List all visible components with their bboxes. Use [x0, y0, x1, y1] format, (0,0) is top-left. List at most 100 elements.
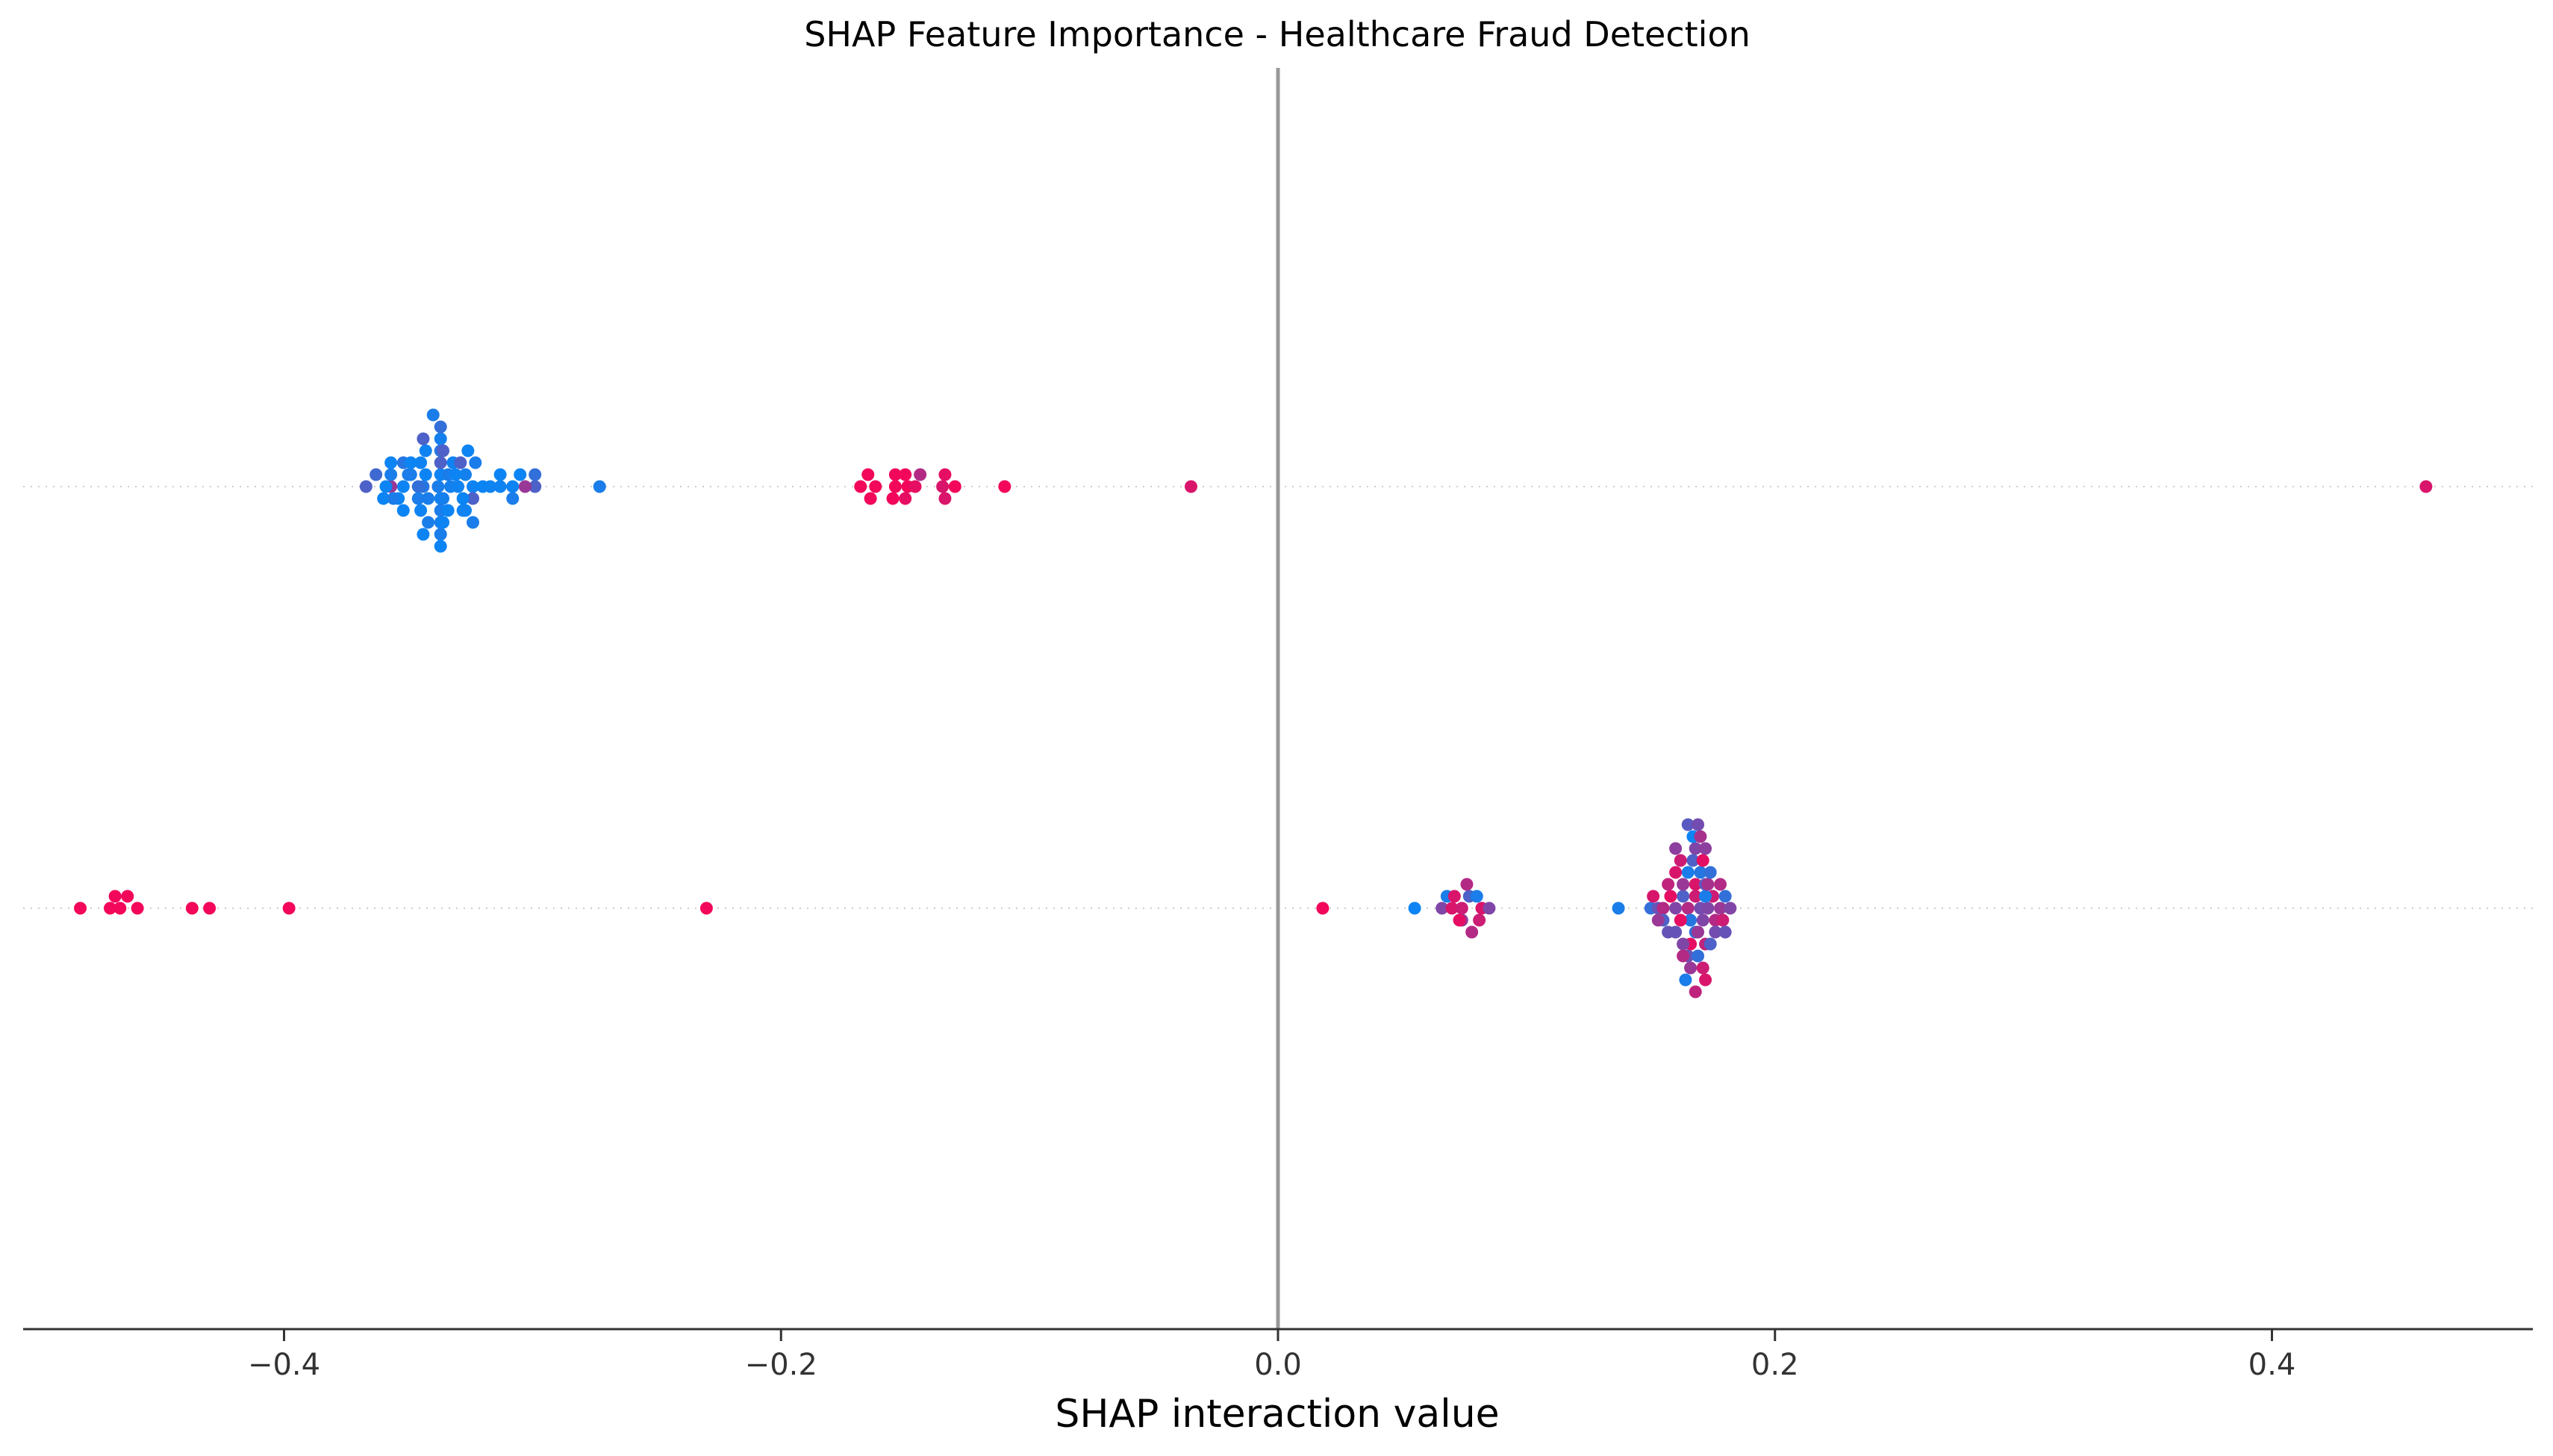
shap-point-row-1-54: [1669, 866, 1683, 879]
x-tick-label-1: −0.2: [745, 1348, 817, 1382]
shap-point-row-1-35: [1689, 890, 1702, 903]
shap-point-row-1-56: [1692, 925, 1705, 939]
shap-point-row-1-70: [1718, 925, 1732, 939]
shap-point-row-1-38: [1714, 902, 1727, 915]
shap-point-row-1-9: [699, 902, 713, 915]
x-axis-label: SHAP interaction value: [1055, 1392, 1499, 1437]
shap-point-row-0-41: [384, 468, 398, 481]
shap-point-row-1-10: [1316, 902, 1330, 915]
shap-point-row-1-73: [1677, 949, 1690, 963]
shap-point-row-1-67: [1674, 854, 1687, 867]
shap-point-row-1-1: [104, 902, 117, 915]
shap-point-row-0-44: [529, 480, 542, 493]
shap-point-row-0-53: [434, 420, 447, 434]
shap-point-row-1-43: [1689, 878, 1702, 891]
shap-point-row-0-65: [426, 408, 440, 422]
shap-point-row-0-77: [899, 492, 912, 505]
shap-point-row-0-84: [1184, 480, 1197, 493]
shap-point-row-0-34: [370, 468, 383, 481]
x-tick-label-4: 0.4: [2248, 1348, 2296, 1382]
shap-point-row-1-16: [1447, 890, 1461, 903]
shap-point-row-0-25: [449, 468, 462, 481]
shap-point-row-0-45: [518, 480, 532, 493]
shap-point-row-1-25: [1473, 913, 1486, 927]
shap-point-row-1-41: [1684, 913, 1698, 927]
shap-point-row-1-69: [1714, 878, 1727, 891]
shap-point-row-0-26: [506, 480, 520, 493]
shap-point-row-1-31: [1677, 890, 1690, 903]
shap-point-row-0-48: [476, 480, 490, 493]
shap-point-row-0-74: [936, 480, 950, 493]
shap-point-row-1-86: [1669, 842, 1683, 855]
shap-point-row-0-55: [454, 456, 467, 469]
shap-point-row-0-35: [377, 492, 390, 505]
shap-point-row-0-42: [414, 504, 428, 517]
shap-point-row-1-21: [1483, 902, 1496, 915]
shap-point-row-0-51: [419, 444, 432, 457]
shap-point-row-1-11: [1408, 902, 1421, 915]
shap-point-row-1-8: [282, 902, 296, 915]
shap-point-row-1-32: [1664, 890, 1677, 903]
shap-point-row-1-4: [108, 890, 122, 903]
x-tick-label-0: −0.4: [248, 1348, 320, 1382]
x-axis: −0.4 −0.2 0.0 0.2 0.4: [23, 1328, 2533, 1382]
shap-point-row-0-63: [466, 516, 479, 529]
shap-point-row-1-80: [1681, 818, 1695, 831]
shap-point-row-1-51: [1716, 913, 1730, 927]
shap-point-row-0-24: [379, 480, 393, 493]
shap-point-row-1-44: [1696, 913, 1709, 927]
shap-point-row-0-61: [417, 432, 430, 446]
points-group: [74, 408, 2433, 999]
shap-point-row-1-42: [1674, 913, 1687, 927]
shap-point-row-1-3: [121, 890, 134, 903]
shap-point-row-0-11: [434, 492, 447, 505]
shap-point-row-0-69: [899, 468, 912, 481]
shap-point-row-1-24: [1465, 925, 1479, 939]
shap-point-row-1-12: [1436, 902, 1449, 915]
shap-point-row-0-5: [466, 480, 479, 493]
shap-point-row-1-64: [1703, 866, 1717, 879]
shap-point-row-1-79: [1679, 973, 1692, 987]
shap-point-row-0-80: [888, 468, 902, 481]
shap-point-row-0-12: [466, 492, 479, 505]
shap-point-row-1-85: [1689, 985, 1702, 999]
shap-point-row-0-37: [441, 504, 455, 517]
shap-point-row-0-30: [514, 468, 527, 481]
shap-point-row-0-56: [384, 456, 398, 469]
shap-point-row-0-82: [886, 492, 900, 505]
shap-point-row-1-75: [1699, 842, 1712, 855]
shap-point-row-0-47: [434, 528, 447, 541]
shap-point-row-1-36: [1701, 902, 1715, 915]
shap-point-row-1-39: [1718, 890, 1732, 903]
shap-point-row-0-78: [938, 468, 952, 481]
shap-point-row-0-49: [529, 468, 542, 481]
shap-point-row-0-15: [414, 456, 428, 469]
shap-point-row-0-83: [998, 480, 1011, 493]
shap-point-row-0-9: [459, 468, 473, 481]
shap-point-row-1-83: [1692, 818, 1705, 831]
shap-point-row-0-2: [419, 468, 432, 481]
shap-point-row-1-53: [1681, 866, 1695, 879]
shap-point-row-1-29: [1656, 902, 1670, 915]
shap-point-row-0-36: [411, 492, 425, 505]
shap-point-row-0-67: [869, 480, 882, 493]
shap-point-row-1-23: [1453, 913, 1466, 927]
shap-point-row-1-13: [1445, 902, 1459, 915]
shap-point-row-0-73: [914, 468, 927, 481]
shap-point-row-1-63: [1694, 866, 1707, 879]
shap-point-row-0-19: [411, 480, 425, 493]
shap-point-row-1-62: [1686, 854, 1700, 867]
shap-point-row-0-66: [437, 516, 450, 529]
shap-point-row-0-75: [948, 480, 961, 493]
shap-point-row-1-52: [1724, 902, 1737, 915]
shap-point-row-0-57: [422, 516, 435, 529]
shap-point-row-0-62: [434, 540, 447, 553]
shap-point-row-1-78: [1696, 961, 1709, 975]
shap-point-row-1-5: [131, 902, 144, 915]
shap-point-row-0-76: [864, 492, 877, 505]
shap-point-row-0-1: [431, 480, 445, 493]
x-tick-label-2: 0.0: [1254, 1348, 1302, 1382]
shap-point-row-1-15: [1455, 902, 1468, 915]
shap-point-row-1-22: [1460, 878, 1474, 891]
shap-point-row-1-68: [1689, 842, 1702, 855]
